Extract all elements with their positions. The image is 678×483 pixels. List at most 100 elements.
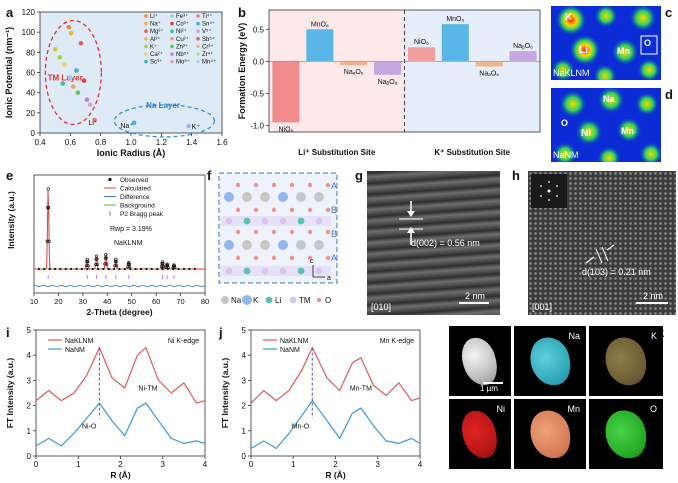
- eds-label-k: K: [650, 331, 657, 341]
- legend-marker: [144, 21, 148, 26]
- o-atom: [307, 207, 313, 213]
- o-atom: [307, 229, 313, 235]
- x-tick-label: 1.0: [125, 138, 137, 147]
- panel-label-e: e: [6, 168, 14, 183]
- legend-label: Zn²⁺: [176, 43, 188, 50]
- plot-frame: [39, 11, 223, 134]
- legend-marker: [196, 29, 200, 33]
- legend-marker: [108, 177, 112, 182]
- o-atom: [271, 255, 277, 261]
- panel-i: i 0 1 2 3 4 0 1 2 3 4 5 R (Å) FT Intensity (a.u.) NaK…: [0, 320, 215, 483]
- panel-e: e 10 20 30 40 50 60 70 80 2-Theta (degree) Intens…: [0, 165, 212, 317]
- fft-inset: [531, 174, 567, 208]
- na-atom: [260, 240, 270, 250]
- panel-label-h: h: [512, 168, 520, 183]
- exafs-ni-kedge: 0 1 2 3 4 0 1 2 3 4 5 R (Å) FT Intensity (a.u.) NaKLN…: [5, 326, 208, 480]
- observed-point: [107, 267, 110, 271]
- tm-atom: [315, 217, 323, 225]
- bar-label: NaᵦO₆: [513, 43, 533, 50]
- legend-marker: [170, 37, 174, 41]
- scale-bar-label-g: 2 nm: [465, 291, 486, 301]
- legend-marker: [196, 44, 200, 49]
- na-atom: [224, 192, 234, 202]
- observed-point: [64, 267, 67, 271]
- observed-point: [95, 257, 99, 261]
- na-atom: [278, 192, 288, 202]
- data-point: [84, 97, 90, 103]
- data-point: [60, 81, 66, 86]
- o-atom: [271, 182, 277, 188]
- observed-point: [53, 267, 57, 271]
- panel-j: j 0 1 2 3 4 0 1 2 3 4 5 R (Å) FT Intensity (a.u.) NaK…: [215, 320, 425, 483]
- x-tick-label: 0.8: [95, 138, 107, 147]
- data-point: [61, 62, 67, 67]
- y-axis-title: Formation Energy (eV): [237, 23, 247, 120]
- o-atom: [325, 182, 331, 188]
- observed-point: [46, 187, 50, 191]
- annotation-sample: NaKLNM: [114, 240, 143, 247]
- tm-atom: [261, 267, 269, 275]
- tm-atom: [243, 267, 251, 275]
- legend-label: Nb⁵⁺: [176, 51, 189, 58]
- observed-point: [156, 267, 159, 271]
- y-tick-label: 120: [22, 8, 36, 17]
- y-tick-label: 0: [31, 129, 36, 138]
- legend-label: Cr³⁺: [202, 43, 214, 50]
- elf-label-o-d: O: [561, 118, 569, 128]
- data-point: [66, 24, 72, 30]
- legend-marker: [196, 59, 200, 64]
- bar-label: NaₐO₆: [344, 69, 364, 76]
- series-line: [35, 346, 206, 404]
- elf-label-k: K: [565, 12, 573, 23]
- o-atom: [235, 229, 241, 235]
- o-atom: [289, 182, 295, 188]
- edge-title: Ni K-edge: [168, 338, 199, 345]
- x-tick-label: 1.4: [186, 138, 198, 147]
- legend-label: Fe³⁺: [176, 13, 188, 20]
- legend-marker: [196, 21, 200, 26]
- x-tick-label: 0: [249, 460, 254, 469]
- bar-label: NaₐO₆: [479, 71, 499, 78]
- na-atom: [314, 240, 324, 250]
- x-tick-label: 0.6: [65, 138, 77, 147]
- annotation-rwp: Rwp = 3.19%: [110, 226, 152, 233]
- y-tick-label: 2: [242, 402, 247, 411]
- panel-label-j: j: [219, 325, 223, 340]
- observed-point: [161, 261, 165, 266]
- panel-h: h d(103) = 0.21 nm 2 nm [001]: [508, 165, 678, 317]
- y-tick-label: 20: [26, 109, 35, 118]
- eds-map-mn: Mn: [514, 399, 586, 469]
- legend-marker: [196, 52, 200, 56]
- o-atom: [235, 182, 241, 188]
- observed-point: [47, 205, 51, 210]
- tm-layer-label: TM Layer: [48, 74, 83, 83]
- plot-frame: [33, 174, 206, 294]
- legend-marker: [144, 29, 148, 33]
- data-point: [57, 55, 63, 60]
- bg-k-site: [404, 10, 540, 132]
- x-tick-label: 4: [203, 460, 208, 469]
- y-tick-label: 5: [242, 326, 247, 335]
- y-axis-title: FT Intensity (a.u.): [220, 358, 230, 429]
- o-atom: [289, 229, 295, 235]
- panel-k: k 1 μm Na K Ni Mn O: [425, 320, 678, 483]
- legend-label: Mg²⁺: [150, 28, 164, 35]
- o-atom: [271, 207, 277, 213]
- y-tick-label: 0: [242, 452, 247, 461]
- legend-marker: [265, 296, 273, 304]
- x-tick-label: 0.4: [34, 138, 46, 147]
- crystal-structure: A B B Ac a Na K Li TM O: [218, 172, 338, 305]
- legend-marker: [144, 52, 148, 56]
- x-tick-label: 30: [79, 297, 87, 306]
- tm-atom: [297, 267, 305, 275]
- legend-label: Na⁺: [150, 21, 161, 28]
- eds-map-o: O: [589, 399, 663, 469]
- eds-label-mn: Mn: [567, 404, 580, 414]
- xrd-refinement: 10 20 30 40 50 60 70 80 2-Theta (degree) Intensit…: [6, 174, 209, 317]
- o-atom: [253, 182, 259, 188]
- data-point: [68, 30, 74, 36]
- na-atom: [296, 240, 306, 250]
- x-tick-label: 3: [376, 460, 381, 469]
- observed-point: [177, 267, 180, 271]
